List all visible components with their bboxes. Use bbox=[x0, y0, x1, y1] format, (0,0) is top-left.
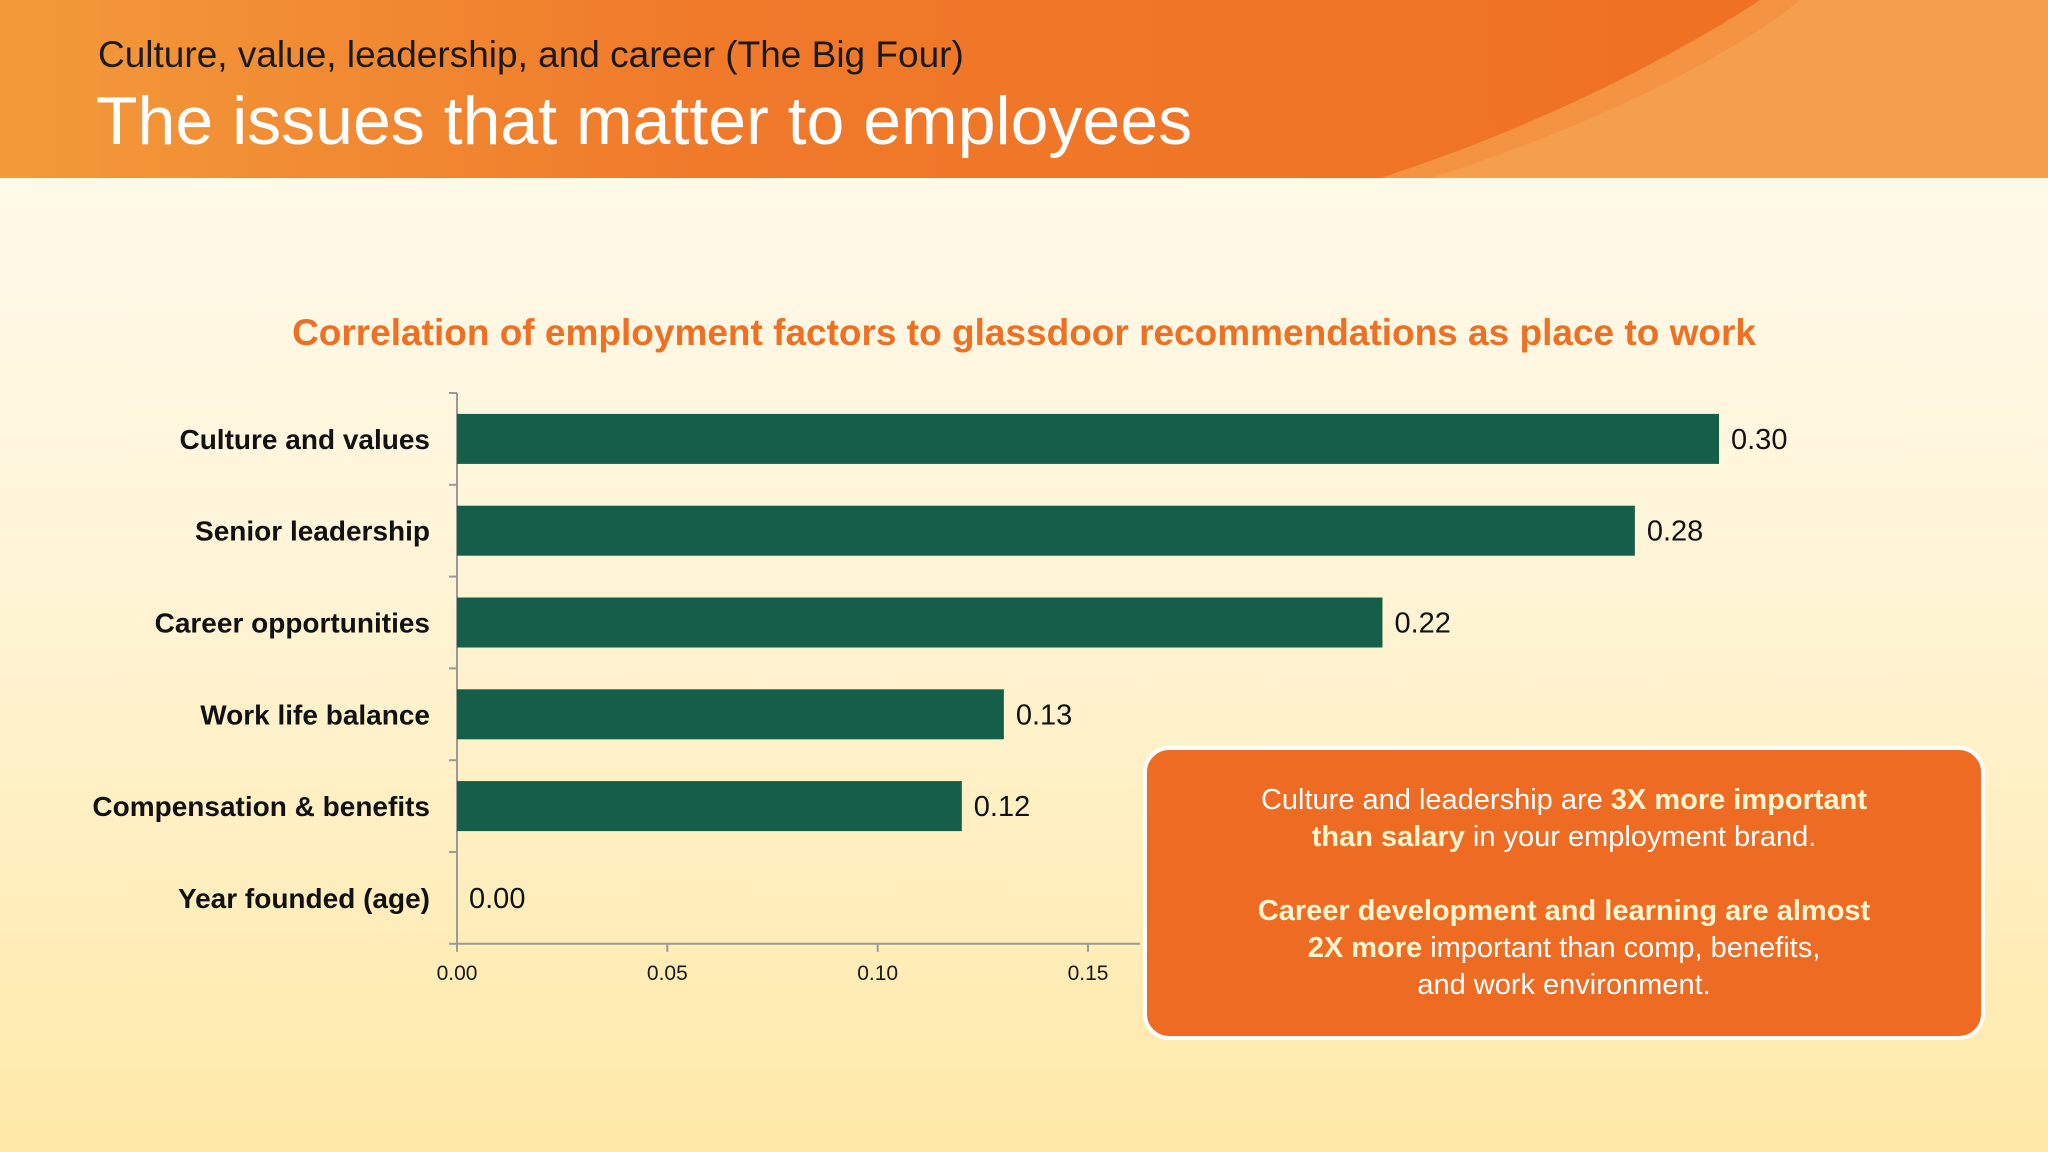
data-label: 0.13 bbox=[1016, 699, 1072, 731]
bar bbox=[457, 597, 1383, 648]
callout-highlight: 3X more important bbox=[1610, 784, 1868, 816]
chart-title: Correlation of employment factors to gla… bbox=[292, 312, 1756, 353]
category-label: Work life balance bbox=[200, 699, 430, 730]
x-tick-label: 0.15 bbox=[1068, 962, 1109, 985]
callout-highlight: Career development and learning are almo… bbox=[1257, 895, 1871, 927]
callout-text: and work environment. bbox=[1417, 969, 1711, 1001]
bar bbox=[457, 781, 962, 832]
x-tick-label: 0.05 bbox=[647, 962, 688, 985]
category-label: Year founded (age) bbox=[178, 883, 430, 914]
header-texture bbox=[0, 0, 2048, 178]
callout-paragraph-1: Culture and leadership are 3X more impor… bbox=[1261, 782, 1867, 856]
category-label: Senior leadership bbox=[195, 516, 430, 547]
bar bbox=[457, 689, 1004, 740]
data-label: 0.28 bbox=[1647, 516, 1703, 548]
x-tick-label: 0.00 bbox=[437, 962, 478, 985]
data-label: 0.12 bbox=[974, 791, 1030, 823]
slide-title: The issues that matter to employees bbox=[96, 83, 1193, 159]
data-label: 0.30 bbox=[1731, 424, 1787, 456]
callout-paragraph-2: Career development and learning are almo… bbox=[1258, 893, 1870, 1004]
callout-highlight: 2X more bbox=[1307, 932, 1423, 964]
bar bbox=[457, 505, 1635, 556]
callout-box: Culture and leadership are 3X more impor… bbox=[1143, 746, 1985, 1040]
slide-subtitle: Culture, value, leadership, and career (… bbox=[98, 34, 964, 75]
category-label: Culture and values bbox=[179, 424, 430, 455]
callout-text: Culture and leadership are bbox=[1260, 784, 1611, 816]
category-label: Compensation & benefits bbox=[92, 791, 430, 822]
bar bbox=[457, 413, 1719, 464]
callout-text: important than comp, benefits, bbox=[1422, 932, 1821, 964]
data-label: 0.00 bbox=[469, 883, 525, 915]
callout-text: in your employment brand. bbox=[1464, 821, 1817, 853]
data-label: 0.22 bbox=[1394, 608, 1450, 640]
callout-highlight: than salary bbox=[1311, 821, 1465, 853]
header-banner: Culture, value, leadership, and career (… bbox=[0, 0, 2048, 178]
x-tick-label: 0.10 bbox=[857, 962, 898, 985]
category-label: Career opportunities bbox=[155, 608, 430, 639]
